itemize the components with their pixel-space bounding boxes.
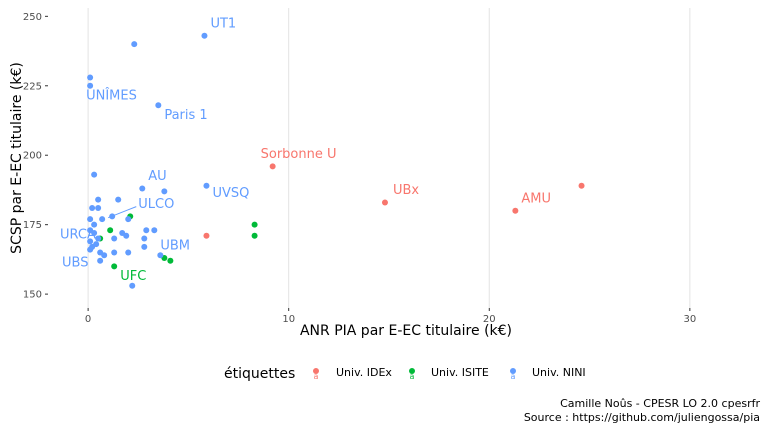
x-tick-label: 10 [282,314,295,325]
point-label: AU [148,169,166,184]
legend-key-glyph: a [410,372,415,381]
data-point [141,235,148,242]
data-point [203,232,210,239]
data-point [578,182,585,189]
data-point [125,216,132,223]
data-point [101,252,108,259]
data-point [161,188,168,195]
legend-key-glyph: a [511,372,516,381]
data-point [91,230,98,236]
label-leader-line [107,206,137,219]
data-point [95,196,102,203]
gridlines [87,8,691,308]
data-point [89,205,96,211]
point-label: UFC [120,269,146,284]
data-point [151,227,158,234]
y-tick-label: 175 [23,220,42,231]
data-point [115,196,122,203]
point-label: AMU [521,191,551,206]
point-label: Paris 1 [164,108,207,123]
data-point [129,282,136,289]
legend-key-point [510,368,516,374]
x-tick-label: 20 [483,314,496,325]
legend-entry-label: Univ. NINI [532,366,586,379]
legend-key-point [409,368,415,374]
data-point [269,163,276,170]
point-label: UVSQ [212,186,249,201]
y-tick-label: 200 [23,151,42,162]
x-tick-label: 30 [683,314,696,325]
data-points [87,32,585,289]
legend: étiquettes a Univ. IDEx a Univ. ISITE a Univ. … [224,366,586,382]
data-point [143,227,150,234]
point-label: UBx [393,183,419,198]
data-point [123,232,130,239]
data-point [512,207,519,214]
data-point [87,216,94,223]
caption-source: Source : https://github.com/juliengossa/… [524,411,760,424]
data-point [251,221,258,228]
y-tick-label: 150 [23,290,42,301]
data-point [157,252,164,259]
legend-key-glyph: a [314,372,319,381]
point-label: UNÎMES [86,88,137,104]
data-point [201,32,208,39]
data-point [91,221,98,228]
data-point [95,205,102,211]
data-point [203,182,210,189]
legend-title: étiquettes [224,366,295,382]
x-tick-label: 0 [85,314,91,325]
legend-entry-label: Univ. IDEx [336,366,392,379]
data-point [139,185,146,192]
data-point [87,246,94,253]
data-point [251,232,258,239]
point-label: URCA [60,228,96,243]
point-label: ULCO [138,197,174,212]
caption-credit: Camille Noûs - CPESR LO 2.0 cpesrfr [560,397,760,410]
data-point [167,257,174,264]
data-point [141,243,148,250]
legend-key-point [313,368,319,374]
point-label: UBS [62,255,88,270]
data-point [87,74,94,81]
point-labels: UT1 UNÎMES Paris 1 Sorbonne U UBx AMU AU UVSQ UL… [60,16,551,284]
data-point [93,241,100,248]
y-axis-title: SCSP par E-EC titulaire (k€) [9,62,25,254]
axis-ticks: 0 10 20 30 150 175 200 225 250 [23,12,696,325]
data-point [95,235,102,242]
data-point [111,235,118,242]
point-label: UBM [160,239,190,254]
data-point [381,199,388,206]
y-tick-label: 250 [23,12,42,23]
y-tick-label: 225 [23,81,42,92]
data-point [87,82,94,89]
data-point [131,41,138,48]
data-point [111,249,118,256]
point-label: UT1 [210,16,236,31]
legend-entry-label: Univ. ISITE [431,366,489,379]
data-point [87,238,94,245]
data-point [125,249,132,256]
data-point [111,263,118,270]
point-label: Sorbonne U [261,147,337,162]
data-point [91,171,98,178]
data-point [97,257,104,264]
data-point [155,102,162,109]
data-point [107,227,114,234]
data-point [99,216,106,223]
x-axis-title: ANR PIA par E-EC titulaire (k€) [300,323,512,339]
